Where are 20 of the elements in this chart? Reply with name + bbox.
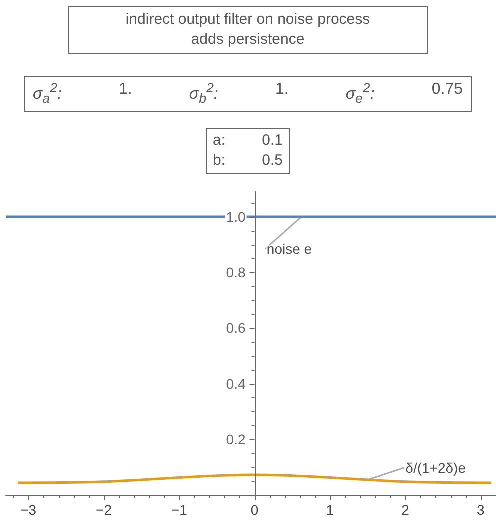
annotation: noise e	[266, 241, 312, 258]
text: σ$_{b}$$^{2}$: 1.	[189, 81, 289, 107]
y-tick-label: 0.4	[226, 376, 246, 392]
text: b: 0.5	[213, 152, 283, 169]
x-tick-label: 0	[250, 502, 259, 518]
chart-title: indirect output filter on noise process adds persistence	[68, 6, 428, 54]
x-tick-label: 3	[477, 502, 486, 518]
x-tick-label: 2	[402, 502, 410, 518]
y-tick-label: 0.2	[226, 431, 246, 448]
y-tick-label: 1.0	[226, 209, 246, 226]
x-tick-label: −2	[96, 502, 112, 518]
x-tick-label: −1	[171, 502, 188, 518]
x-tick-label: −3	[20, 502, 37, 518]
text: σ$_{a}$$^{2}$: 1.	[33, 81, 132, 107]
y-tick-label: 0.8	[226, 264, 246, 281]
text: σ$_{e}$$^{2}$: 0.75	[346, 81, 463, 107]
x-tick-label: 1	[326, 502, 334, 518]
annotation: δ/(1+2δ)e	[406, 460, 466, 476]
y-tick-label: 0.6	[226, 320, 246, 336]
text: a: 0.1	[213, 132, 283, 149]
